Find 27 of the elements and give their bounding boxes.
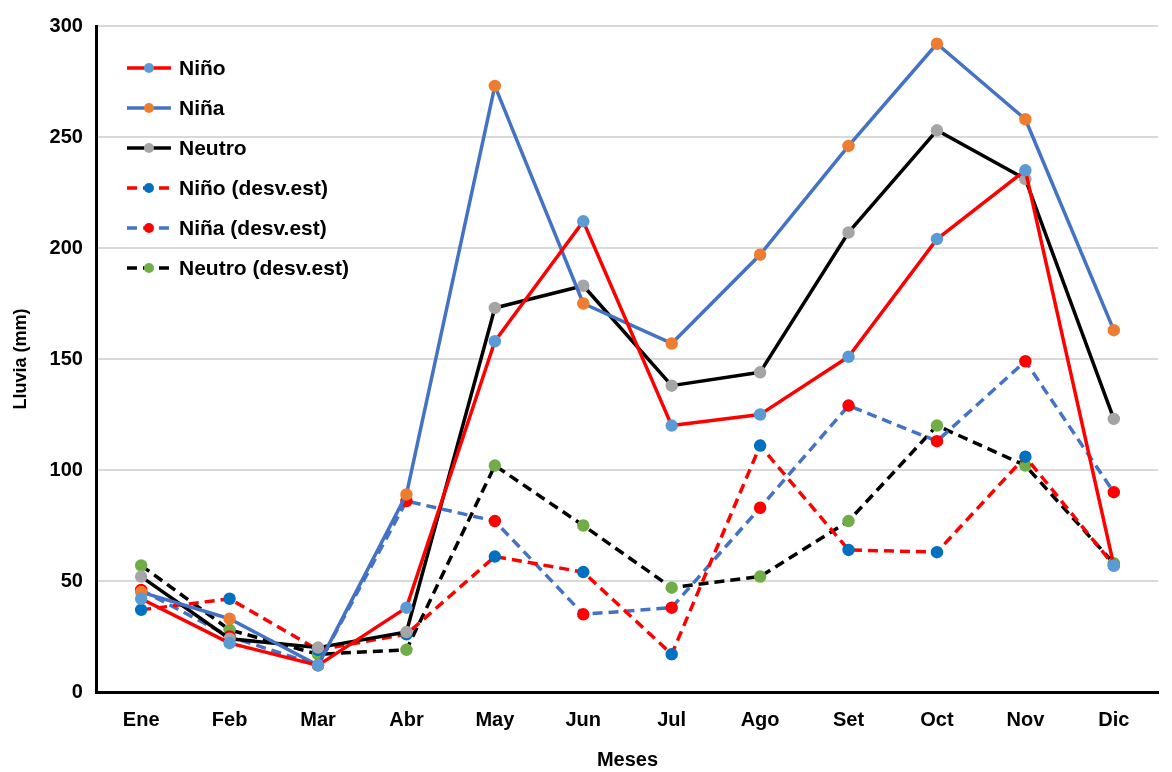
x-tick-label: Ene — [122, 707, 160, 730]
y-tick-label: 50 — [60, 568, 83, 591]
x-tick-label: May — [475, 707, 516, 730]
y-tick-label: 100 — [49, 457, 83, 480]
x-tick-label: Feb — [211, 707, 248, 730]
legend-label: Niña (desv.est) — [178, 215, 327, 239]
legend-label: Niño — [178, 55, 226, 79]
y-tick-label: 250 — [49, 124, 83, 147]
legend-label: Neutro (desv.est) — [178, 255, 349, 279]
y-tick-label: 0 — [71, 679, 83, 702]
y-axis-title: Lluvia (mm) — [9, 308, 30, 410]
x-tick-label: Jun — [565, 707, 602, 730]
x-tick-label: Ago — [740, 707, 780, 730]
x-axis-title: Meses — [596, 747, 659, 770]
legend-label: Neutro — [178, 135, 247, 159]
y-tick-label: 300 — [49, 13, 83, 36]
x-tick-label: Nov — [1006, 707, 1046, 730]
x-tick-label: Dic — [1098, 707, 1130, 730]
x-tick-label: Set — [832, 707, 865, 730]
x-tick-label: Abr — [389, 707, 424, 730]
x-tick-label: Jul — [657, 707, 687, 730]
y-tick-label: 150 — [49, 346, 83, 369]
legend-label: Niña — [178, 95, 225, 119]
x-tick-label: Mar — [300, 707, 337, 730]
legend-label: Niño (desv.est) — [178, 175, 328, 199]
y-tick-label: 200 — [49, 235, 83, 258]
x-tick-label: Oct — [920, 707, 954, 730]
